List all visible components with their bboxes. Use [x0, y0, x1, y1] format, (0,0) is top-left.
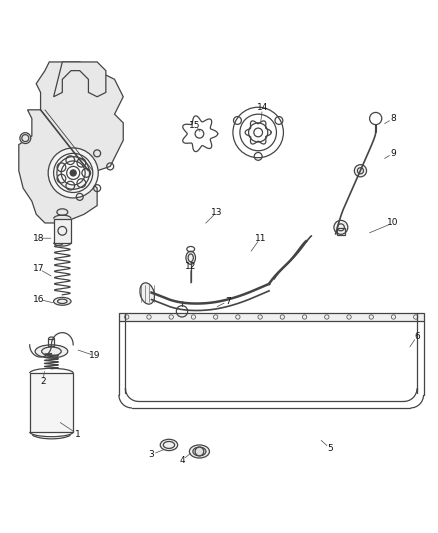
Polygon shape [19, 62, 123, 223]
Text: 14: 14 [257, 103, 268, 112]
Circle shape [195, 447, 204, 456]
Text: 12: 12 [185, 262, 196, 271]
Text: 4: 4 [179, 456, 185, 465]
Circle shape [354, 165, 367, 177]
Text: 7: 7 [225, 297, 230, 306]
Text: 1: 1 [74, 430, 81, 439]
Ellipse shape [186, 251, 195, 264]
Text: 3: 3 [148, 450, 155, 459]
Text: 11: 11 [254, 233, 266, 243]
Text: 18: 18 [33, 233, 44, 243]
Circle shape [334, 220, 348, 235]
Bar [119, 313, 424, 321]
Ellipse shape [61, 161, 85, 185]
Text: 19: 19 [89, 351, 101, 360]
Ellipse shape [57, 209, 68, 215]
Polygon shape [53, 62, 106, 97]
Ellipse shape [53, 154, 93, 192]
Bar [53, 219, 71, 243]
Text: 17: 17 [33, 264, 44, 273]
Text: 8: 8 [390, 114, 396, 123]
Text: 16: 16 [33, 295, 44, 304]
Ellipse shape [35, 345, 68, 358]
Circle shape [70, 170, 76, 176]
Bar [30, 373, 73, 432]
Ellipse shape [140, 283, 155, 304]
Bar [48, 339, 54, 346]
Ellipse shape [53, 297, 71, 305]
Text: 5: 5 [327, 444, 333, 453]
Text: 2: 2 [40, 377, 46, 386]
Ellipse shape [48, 148, 98, 198]
Ellipse shape [20, 133, 31, 143]
Text: 13: 13 [211, 207, 223, 216]
Text: 6: 6 [414, 332, 420, 341]
Ellipse shape [189, 445, 209, 458]
Ellipse shape [160, 439, 178, 450]
Text: 10: 10 [387, 219, 399, 228]
Text: 15: 15 [189, 120, 201, 130]
Text: 9: 9 [390, 149, 396, 158]
Bar [336, 228, 345, 235]
